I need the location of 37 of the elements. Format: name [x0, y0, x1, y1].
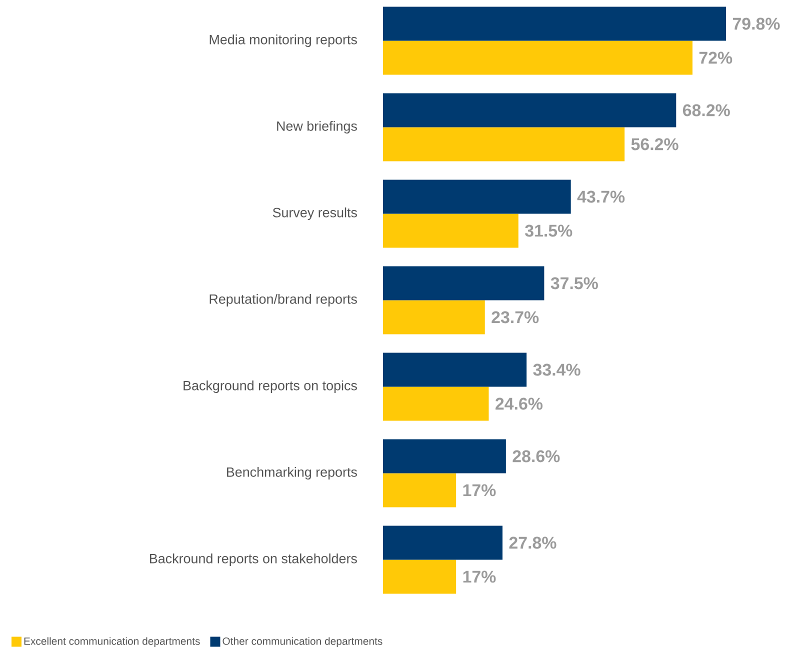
y-tick-label: Media monitoring reports	[210, 34, 357, 48]
bar	[383, 40, 692, 75]
bar	[383, 352, 527, 387]
bar	[383, 526, 502, 560]
y-tick-label: Reputation/brand reports	[210, 294, 357, 307]
bar	[383, 214, 518, 248]
data-label: 68.2%	[682, 104, 730, 116]
y-tick-label: Benchmarking reports	[227, 466, 357, 480]
data-label: 27.8%	[509, 536, 556, 549]
bar	[383, 180, 571, 214]
bar	[383, 560, 456, 594]
data-label: 37.5%	[550, 277, 598, 290]
data-label: 31.5%	[524, 224, 572, 237]
y-tick-label: Survey results	[272, 207, 357, 220]
legend-label: Excellent communication departments	[24, 637, 200, 647]
bar	[383, 386, 489, 421]
bar	[383, 93, 676, 128]
bar	[383, 127, 625, 162]
bar	[383, 473, 456, 508]
data-label: 56.2%	[631, 138, 678, 150]
data-label: 43.7%	[577, 190, 625, 203]
data-label: 24.6%	[496, 398, 543, 410]
data-label: 28.6%	[512, 450, 560, 462]
y-tick-label: Backround reports on stakeholders	[150, 553, 357, 566]
bar	[383, 266, 544, 300]
bar	[383, 300, 485, 334]
data-label: 17%	[463, 570, 496, 583]
data-label: 79.8%	[732, 18, 780, 30]
data-label: 72%	[699, 52, 732, 64]
bar	[383, 439, 506, 474]
y-tick-label: New briefings	[277, 120, 357, 134]
data-label: 33.4%	[533, 364, 580, 376]
bar	[383, 6, 726, 41]
data-label: 17%	[463, 484, 496, 496]
legend-label: Other communication departments	[222, 637, 382, 647]
y-tick-label: Background reports on topics	[184, 380, 357, 394]
data-label: 23.7%	[492, 311, 539, 324]
